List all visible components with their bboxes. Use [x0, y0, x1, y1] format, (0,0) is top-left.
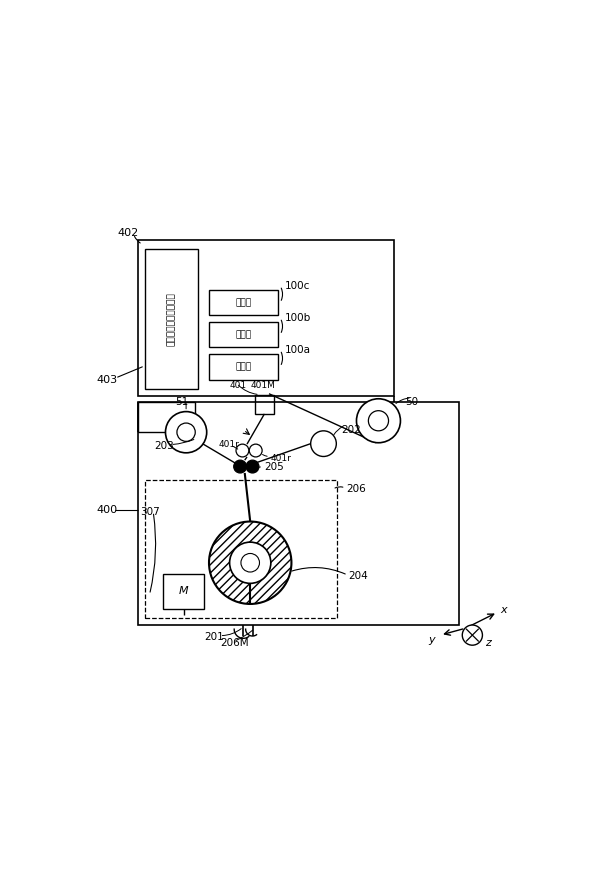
- Text: 表示部: 表示部: [235, 363, 251, 371]
- Circle shape: [209, 522, 291, 604]
- Circle shape: [177, 423, 195, 441]
- Text: 401r: 401r: [271, 454, 292, 463]
- Text: 401r: 401r: [218, 440, 239, 449]
- Circle shape: [241, 553, 259, 572]
- Text: 100c: 100c: [285, 281, 310, 291]
- Text: 51: 51: [175, 398, 188, 407]
- Text: 203: 203: [154, 441, 174, 451]
- Circle shape: [229, 542, 271, 583]
- Circle shape: [249, 444, 262, 457]
- Text: 判定部: 判定部: [235, 298, 251, 308]
- Bar: [145, 249, 197, 389]
- Text: 201: 201: [204, 632, 224, 642]
- Bar: [138, 402, 195, 433]
- Text: 307: 307: [140, 508, 160, 517]
- Circle shape: [356, 399, 401, 443]
- Text: 402: 402: [118, 228, 139, 238]
- Text: 205: 205: [264, 462, 284, 473]
- Text: 204: 204: [349, 572, 368, 581]
- Text: 206: 206: [346, 484, 366, 495]
- Circle shape: [236, 444, 249, 457]
- Text: 50: 50: [405, 398, 418, 407]
- Bar: [138, 239, 395, 396]
- Text: 記憶部: 記憶部: [235, 330, 251, 339]
- Bar: [209, 290, 278, 316]
- Circle shape: [165, 412, 207, 453]
- Circle shape: [462, 625, 482, 645]
- Text: 202: 202: [341, 425, 361, 435]
- Text: 403: 403: [97, 375, 118, 385]
- Bar: [255, 395, 274, 414]
- Bar: [145, 481, 337, 618]
- Circle shape: [233, 460, 246, 473]
- Text: x: x: [500, 605, 506, 615]
- Bar: [163, 574, 204, 608]
- Text: 400: 400: [97, 505, 118, 515]
- Text: M: M: [179, 586, 189, 596]
- Circle shape: [311, 431, 336, 456]
- Text: y: y: [428, 635, 434, 645]
- Text: z: z: [485, 638, 491, 648]
- Bar: [209, 354, 278, 379]
- Text: 206M: 206M: [220, 638, 249, 648]
- Bar: [138, 402, 459, 625]
- Bar: [209, 323, 278, 348]
- Text: 100b: 100b: [285, 313, 311, 323]
- Text: 100a: 100a: [285, 344, 310, 355]
- Text: 401M: 401M: [250, 381, 275, 390]
- Circle shape: [246, 460, 259, 473]
- Text: フィードバック制御部: フィードバック制御部: [167, 292, 176, 346]
- Circle shape: [368, 411, 388, 431]
- Text: 401: 401: [229, 381, 246, 390]
